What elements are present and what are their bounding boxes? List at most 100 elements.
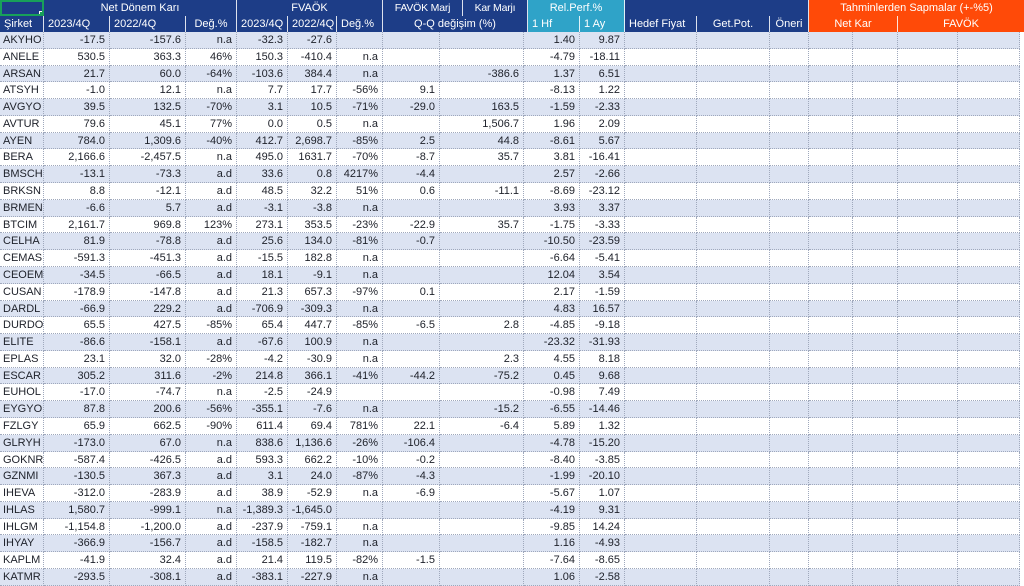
company-cell[interactable]: CEOEM [0,266,44,284]
cell[interactable]: n.a [186,32,237,49]
cell[interactable]: 530.5 [44,48,110,66]
cell[interactable]: 1.16 [524,535,580,553]
cell[interactable]: 2.09 [580,115,625,133]
cell[interactable] [625,417,697,435]
cell[interactable]: -28% [186,350,237,368]
cell[interactable] [809,216,853,234]
company-cell[interactable]: AVTUR [0,115,44,133]
cell[interactable] [625,535,697,553]
cell[interactable]: n.a [186,149,237,167]
cell[interactable] [697,317,770,335]
cell[interactable] [958,283,1020,301]
cell[interactable] [625,132,697,150]
cell[interactable] [853,233,898,251]
cell[interactable]: 32.0 [110,350,186,368]
cell[interactable] [853,401,898,418]
cell[interactable] [770,552,809,569]
company-cell[interactable]: EYGYO [0,401,44,418]
cell[interactable]: 60.0 [110,65,186,83]
cell[interactable] [770,250,809,267]
cell[interactable] [383,535,440,553]
cell[interactable]: 132.5 [110,99,186,116]
cell[interactable]: n.a [186,384,237,402]
cell[interactable]: a.d [186,183,237,200]
cell[interactable]: -4.2 [237,350,288,368]
cell[interactable] [697,32,770,49]
cell[interactable] [898,283,958,301]
company-cell[interactable]: EPLAS [0,350,44,368]
cell[interactable] [898,569,958,586]
cell[interactable]: -9.18 [580,317,625,335]
cell[interactable] [383,48,440,66]
cell[interactable]: 32.2 [288,183,337,200]
cell[interactable] [625,233,697,251]
company-cell[interactable]: ARSAN [0,65,44,83]
cell[interactable] [697,99,770,116]
cell[interactable] [625,149,697,167]
cell[interactable] [958,552,1020,569]
cell[interactable] [958,32,1020,49]
cell[interactable]: 229.2 [110,300,186,318]
cell[interactable] [898,266,958,284]
cell[interactable]: -22.9 [383,216,440,234]
cell[interactable]: -1.59 [524,99,580,116]
cell[interactable] [383,65,440,83]
cell[interactable] [853,216,898,234]
cell[interactable] [770,535,809,553]
cell[interactable] [383,350,440,368]
cell[interactable]: -81% [337,233,383,251]
cell[interactable] [853,451,898,469]
fill-handle-icon[interactable] [39,11,42,14]
cell[interactable]: -4.3 [383,468,440,486]
cell[interactable] [625,384,697,402]
cell[interactable] [853,166,898,184]
cell[interactable]: a.d [186,535,237,553]
cell[interactable]: -30.9 [288,350,337,368]
cell[interactable] [770,99,809,116]
cell[interactable] [770,216,809,234]
cell[interactable]: n.a [337,65,383,83]
cell[interactable] [383,334,440,351]
cell[interactable]: 781% [337,417,383,435]
cell[interactable]: -1,154.8 [44,518,110,536]
cell[interactable] [697,417,770,435]
cell[interactable] [625,350,697,368]
group-header-rel-perf[interactable]: Rel.Perf.% [528,0,625,16]
cell[interactable] [958,199,1020,217]
col-header-oneri[interactable]: Öneri [770,16,809,32]
cell[interactable]: -44.2 [383,367,440,385]
cell[interactable]: 611.4 [237,417,288,435]
cell[interactable]: -293.5 [44,569,110,586]
cell[interactable] [853,518,898,536]
cell[interactable]: -759.1 [288,518,337,536]
cell[interactable]: 1,136.6 [288,434,337,452]
cell[interactable]: 1.32 [580,417,625,435]
company-cell[interactable]: BERA [0,149,44,167]
cell[interactable]: 3.81 [524,149,580,167]
cell[interactable]: 12.04 [524,266,580,284]
cell[interactable] [383,32,440,49]
cell[interactable] [697,82,770,100]
company-cell[interactable]: BRMEN [0,199,44,217]
cell[interactable] [440,468,524,486]
cell[interactable] [958,99,1020,116]
cell[interactable] [383,300,440,318]
cell[interactable] [898,82,958,100]
cell[interactable]: a.d [186,250,237,267]
cell[interactable] [697,300,770,318]
cell[interactable] [958,250,1020,267]
cell[interactable]: -41.9 [44,552,110,569]
cell[interactable] [625,569,697,586]
cell[interactable] [809,367,853,385]
cell[interactable] [625,434,697,452]
cell[interactable]: -2.66 [580,166,625,184]
cell[interactable]: 2.8 [440,317,524,335]
cell[interactable] [853,300,898,318]
cell[interactable]: -34.5 [44,266,110,284]
company-cell[interactable]: IHYAY [0,535,44,553]
cell[interactable] [898,334,958,351]
cell[interactable]: 67.0 [110,434,186,452]
cell[interactable] [898,384,958,402]
cell[interactable] [440,283,524,301]
cell[interactable] [853,317,898,335]
